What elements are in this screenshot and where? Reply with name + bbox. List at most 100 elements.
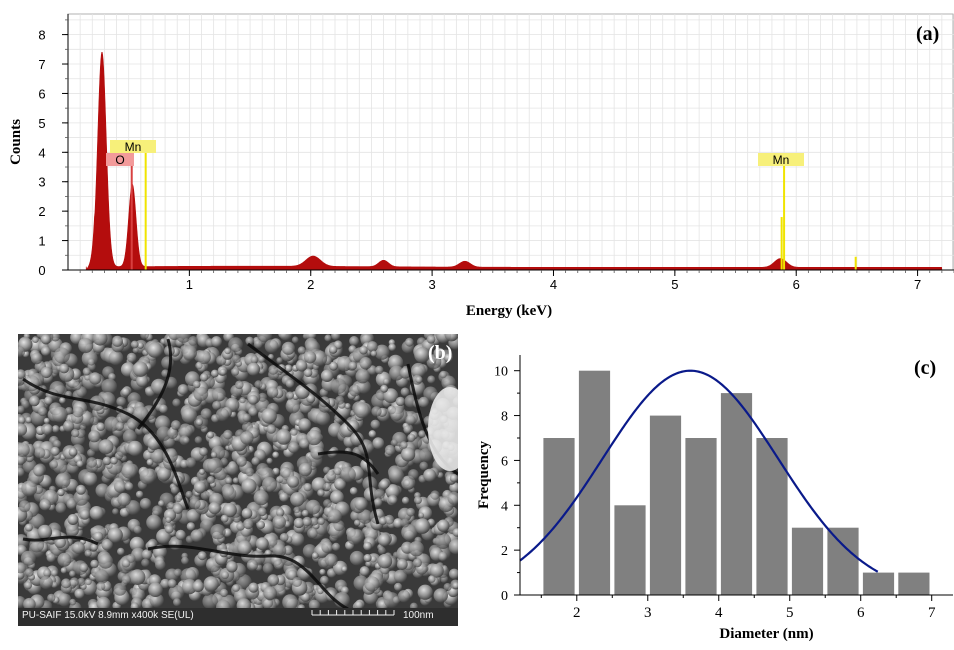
sem-grain [199, 447, 209, 457]
sem-grain [182, 436, 190, 444]
sem-crack [247, 342, 380, 525]
sem-grain [443, 353, 453, 363]
peak-label-box [758, 153, 804, 166]
sem-grain [199, 373, 209, 382]
panel-label: (a) [916, 23, 939, 45]
sem-grain [384, 514, 395, 525]
sem-grain [139, 468, 156, 485]
sem-grain [73, 381, 82, 390]
x-tick-label: 2 [573, 605, 581, 621]
sem-crack [136, 338, 173, 430]
sem-grain [279, 334, 292, 341]
sem-grain [186, 509, 200, 523]
sem-grain [88, 372, 102, 385]
sem-grain [172, 503, 183, 514]
sem-grain [23, 597, 36, 611]
sem-grain [369, 555, 377, 563]
sem-grain [66, 499, 77, 510]
sem-grain [155, 415, 171, 431]
sem-grain [175, 529, 186, 541]
sem-grain [250, 355, 259, 364]
sem-grain [193, 386, 209, 402]
sem-grain [18, 405, 25, 414]
sem-grain [146, 514, 162, 530]
size-distribution-panel: 2 3 4 5 6 7 0 2 4 6 8 10 Diameter (nm) Frequency (c) [460, 330, 954, 645]
sem-grain [418, 430, 426, 438]
sem-grain [51, 425, 60, 433]
sem-grain [125, 500, 141, 515]
sem-grain [433, 347, 445, 359]
sem-grain [447, 491, 458, 505]
sem-grain [377, 553, 393, 569]
sem-grain [331, 334, 341, 341]
sem-grain [71, 429, 80, 438]
sem-grain [374, 344, 390, 360]
sem-grain [30, 352, 43, 365]
sem-grain [57, 488, 65, 497]
sem-micrograph: (b) [18, 334, 458, 626]
eds-spectrum-panel: Mn O Mn 1 2 3 4 5 6 7 0 1 2 3 4 5 6 7 8 Energy (keV) Counts(… [8, 13, 954, 319]
sem-grain [18, 423, 28, 436]
sem-grain [57, 593, 72, 607]
histogram-bar [862, 572, 895, 595]
y-tick-label: 0 [38, 263, 45, 278]
sem-grain [355, 369, 370, 384]
sem-grain [418, 396, 430, 408]
sem-grain [310, 517, 319, 526]
peak-label-text: Mn [125, 140, 142, 154]
sem-grain [401, 524, 418, 541]
y-tick-label: 5 [38, 116, 45, 131]
sem-grain [82, 367, 91, 376]
histogram-bar [720, 393, 753, 595]
sem-grain [96, 581, 106, 591]
sem-grain [198, 468, 206, 475]
sem-grain [243, 518, 254, 530]
sem-grain [50, 446, 60, 456]
sem-grain [77, 577, 86, 586]
sem-grain [88, 430, 101, 443]
sem-grain [68, 447, 78, 457]
sem-grain [341, 566, 348, 573]
sem-grain [298, 418, 312, 432]
sem-grain [427, 375, 436, 384]
sem-grain [177, 384, 189, 395]
sem-grain [101, 378, 117, 395]
y-tick-label: 2 [501, 544, 508, 559]
sem-grain [93, 531, 104, 542]
sem-grain [34, 447, 46, 459]
sem-grain [81, 579, 97, 596]
sem-grain [40, 334, 51, 345]
sem-grain [156, 426, 172, 441]
sem-grain [194, 436, 203, 444]
sem-grain [69, 570, 76, 578]
sem-grain [312, 552, 319, 559]
sem-grain [25, 416, 32, 424]
sem-grain [390, 439, 398, 447]
y-tick-label: 6 [38, 86, 45, 101]
sem-grain [400, 387, 410, 397]
sem-grain [323, 499, 332, 508]
sem-grain [221, 571, 229, 580]
sem-grain [69, 577, 79, 587]
sem-grain [39, 498, 51, 511]
sem-info-bar [18, 608, 458, 626]
sem-grain [266, 457, 273, 464]
sem-grain [195, 418, 203, 426]
sem-grain [426, 335, 436, 344]
sem-grain [257, 507, 267, 517]
sem-grain [388, 343, 397, 352]
sem-grain [18, 442, 30, 457]
sem-grain [127, 440, 143, 456]
sem-grain [401, 447, 416, 462]
sem-grain [193, 481, 207, 494]
sem-grain [167, 579, 177, 588]
sem-grain [412, 558, 422, 568]
sem-grain [292, 577, 302, 587]
sem-grain [449, 482, 458, 493]
sem-grain [435, 533, 452, 549]
sem-crack [22, 535, 99, 546]
sem-grain [139, 498, 152, 510]
sem-grain [332, 542, 341, 551]
sem-grain [181, 579, 198, 595]
sem-grain [348, 361, 358, 371]
